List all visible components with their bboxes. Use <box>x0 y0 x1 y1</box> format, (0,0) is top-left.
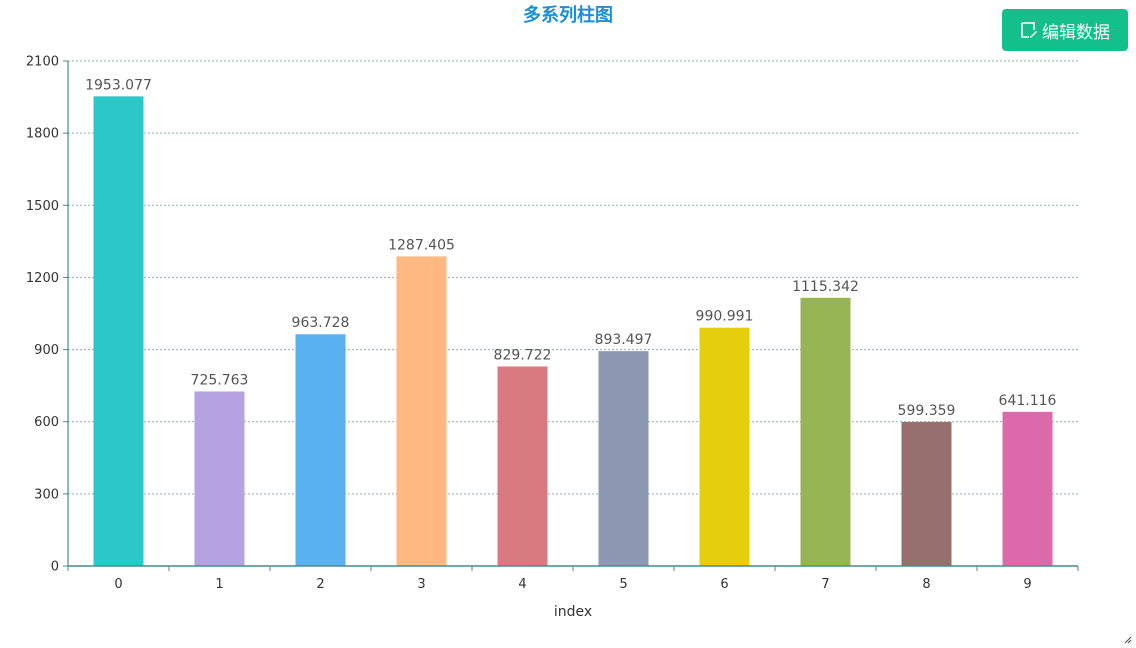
edit-data-button[interactable]: 编辑数据 <box>1002 9 1128 51</box>
bar-value-label: 725.763 <box>191 372 249 388</box>
x-tick-label: 7 <box>821 577 829 592</box>
y-tick-label: 1500 <box>26 199 59 214</box>
bar-value-label: 1115.342 <box>792 279 859 295</box>
bar-value-label: 1953.077 <box>85 77 152 93</box>
bar-value-label: 599.359 <box>898 403 956 419</box>
bar-value-label: 829.722 <box>494 347 552 363</box>
y-tick-label: 600 <box>34 415 59 430</box>
x-tick-label: 5 <box>619 577 627 592</box>
bar-7[interactable] <box>800 297 851 566</box>
edit-icon <box>1021 22 1037 38</box>
x-tick-label: 1 <box>215 577 223 592</box>
resize-handle-icon[interactable] <box>1122 634 1132 644</box>
y-tick-label: 900 <box>34 343 59 358</box>
edit-data-label: 编辑数据 <box>1042 22 1110 43</box>
x-tick-label: 8 <box>922 577 930 592</box>
chart-title: 多系列柱图 <box>523 5 613 26</box>
bar-3[interactable] <box>396 256 447 566</box>
x-tick-label: 4 <box>518 577 526 592</box>
bar-9[interactable] <box>1002 411 1053 566</box>
bar-0[interactable] <box>93 96 144 566</box>
x-tick-label: 6 <box>720 577 728 592</box>
bar-value-label: 990.991 <box>696 309 754 325</box>
bar-value-label: 963.728 <box>292 315 350 331</box>
bar-value-label: 641.116 <box>999 393 1057 409</box>
bar-1[interactable] <box>194 391 245 566</box>
y-tick-label: 1800 <box>26 127 59 142</box>
x-tick-label: 2 <box>316 577 324 592</box>
y-tick-label: 0 <box>51 560 59 575</box>
bar-5[interactable] <box>598 351 649 566</box>
bar-4[interactable] <box>497 366 548 566</box>
bar-8[interactable] <box>901 421 952 566</box>
bar-6[interactable] <box>699 327 750 566</box>
bar-value-label: 1287.405 <box>388 237 455 253</box>
x-tick-label: 9 <box>1023 577 1031 592</box>
x-tick-label: 3 <box>417 577 425 592</box>
bar-2[interactable] <box>295 334 346 566</box>
x-axis-label: index <box>554 604 592 620</box>
x-tick-label: 0 <box>114 577 122 592</box>
y-tick-label: 1200 <box>26 271 59 286</box>
bar-value-label: 893.497 <box>595 332 653 348</box>
y-tick-label: 2100 <box>26 55 59 70</box>
y-tick-label: 300 <box>34 487 59 502</box>
